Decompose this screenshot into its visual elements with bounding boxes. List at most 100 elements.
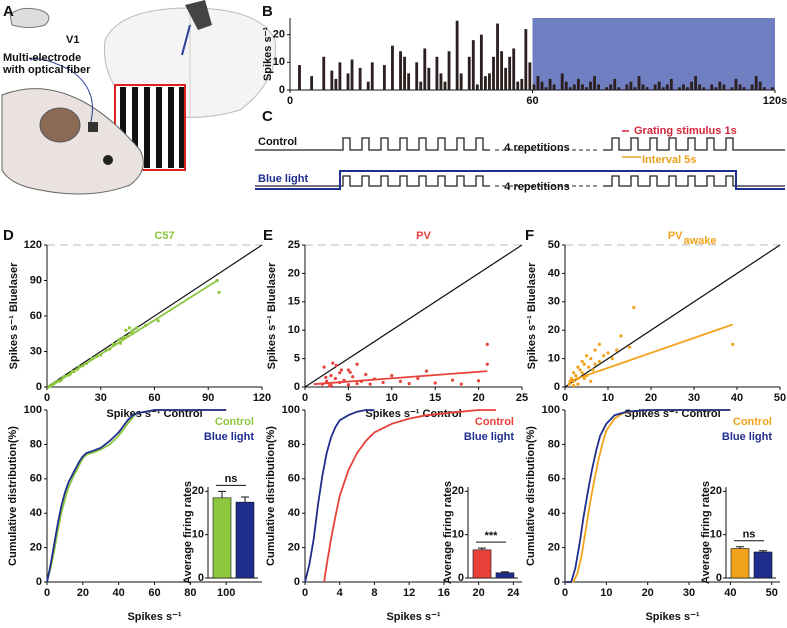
bar	[346, 73, 350, 90]
bar	[415, 62, 419, 90]
bar	[459, 73, 463, 90]
fit-line	[48, 279, 218, 388]
point	[567, 382, 571, 386]
y-tick-label: 10	[548, 353, 560, 365]
x-tick-label: 120	[253, 392, 271, 404]
x-tick-label: 10	[386, 392, 398, 404]
point	[576, 365, 580, 369]
identity-line	[304, 244, 523, 388]
bar	[576, 78, 580, 90]
significance-label: ns	[743, 529, 756, 541]
y-tick-label: 0	[554, 381, 560, 393]
x-tick-label: 20	[77, 587, 89, 599]
legend-label: Control	[475, 416, 514, 428]
x-tick-label: 30	[95, 392, 107, 404]
mouse-eye	[103, 155, 113, 165]
x-tick-label: 24	[507, 587, 520, 599]
protocol-schematic: C Control 4 repetitions Grating stimulus…	[255, 108, 785, 193]
cdf-line	[304, 409, 375, 583]
bar	[753, 551, 773, 579]
identity-line	[564, 244, 781, 388]
interval-label: Interval 5s	[642, 154, 696, 166]
bar	[564, 81, 568, 90]
x-tick-label: 0	[287, 95, 293, 107]
point	[433, 381, 437, 385]
bar	[770, 87, 774, 90]
point	[593, 362, 597, 366]
point	[597, 342, 602, 346]
pulse-train	[255, 175, 490, 187]
panel-letter: E	[263, 227, 273, 244]
y-tick-label: 20	[548, 324, 560, 336]
bar	[447, 51, 451, 90]
legend-label: Blue light	[464, 431, 514, 443]
legend-label: Control	[215, 416, 254, 428]
point	[574, 374, 578, 378]
bar	[366, 81, 370, 90]
x-tick-label: 80	[184, 587, 196, 599]
x-axis-label: Spikes s⁻¹ Control	[624, 408, 720, 420]
x-axis-label: Spikes s⁻¹	[386, 611, 440, 623]
y-tick-label: 100	[542, 404, 560, 416]
bar	[754, 76, 758, 90]
x-tick-label: 0	[302, 587, 308, 599]
y-tick-label: 0	[279, 84, 285, 96]
point	[134, 326, 139, 330]
significance-label: ns	[225, 473, 238, 485]
x-tick-label: 20	[472, 392, 484, 404]
y-tick-label: 80	[548, 438, 560, 450]
y-tick-label: 10	[288, 324, 300, 336]
x-tick-label: 0	[44, 587, 50, 599]
point	[632, 305, 636, 310]
grating-stripes	[120, 87, 184, 168]
y-tick-label: 0	[458, 572, 464, 584]
x-tick-label: 0	[44, 392, 50, 404]
pulse-train	[603, 175, 785, 187]
point	[627, 345, 632, 349]
y-tick-label: 80	[288, 438, 300, 450]
y-tick-label: 100	[24, 404, 42, 416]
light-period	[532, 18, 775, 90]
bar	[536, 76, 540, 90]
point	[731, 342, 735, 346]
y-axis-label: Spikes s⁻¹ Bluelaser	[8, 262, 20, 369]
x-tick-label: 0	[302, 392, 308, 404]
point	[615, 348, 619, 352]
point	[589, 379, 593, 383]
point	[334, 363, 338, 368]
point	[131, 328, 135, 332]
point	[217, 290, 221, 294]
point	[459, 382, 463, 386]
bar	[528, 62, 532, 90]
point	[329, 374, 333, 378]
point	[424, 369, 429, 373]
bar	[694, 76, 697, 90]
point	[569, 376, 574, 381]
x-tick-label: 16	[438, 587, 450, 599]
point	[368, 382, 372, 386]
bar	[330, 70, 334, 90]
y-axis-label: Average firing rates	[700, 481, 712, 584]
point	[593, 348, 597, 352]
y-tick-label: 30	[30, 345, 42, 357]
region-label: V1	[66, 34, 79, 46]
y-tick-label: 10	[273, 56, 285, 68]
point	[117, 338, 121, 342]
bar	[492, 56, 495, 90]
bar	[718, 81, 722, 90]
bar	[568, 87, 572, 90]
panel-letter: A	[3, 3, 14, 20]
identity-line	[46, 244, 263, 388]
brain-icon	[9, 7, 50, 28]
point	[610, 357, 614, 361]
pulse-train	[255, 137, 490, 151]
bar	[399, 51, 402, 90]
bar	[589, 81, 592, 90]
bar	[730, 548, 750, 579]
point	[485, 362, 489, 366]
bar	[358, 67, 362, 90]
point	[576, 382, 580, 386]
bar	[508, 56, 512, 90]
bar	[738, 84, 742, 90]
y-axis-label: Cumulative distribution(%)	[7, 426, 19, 566]
